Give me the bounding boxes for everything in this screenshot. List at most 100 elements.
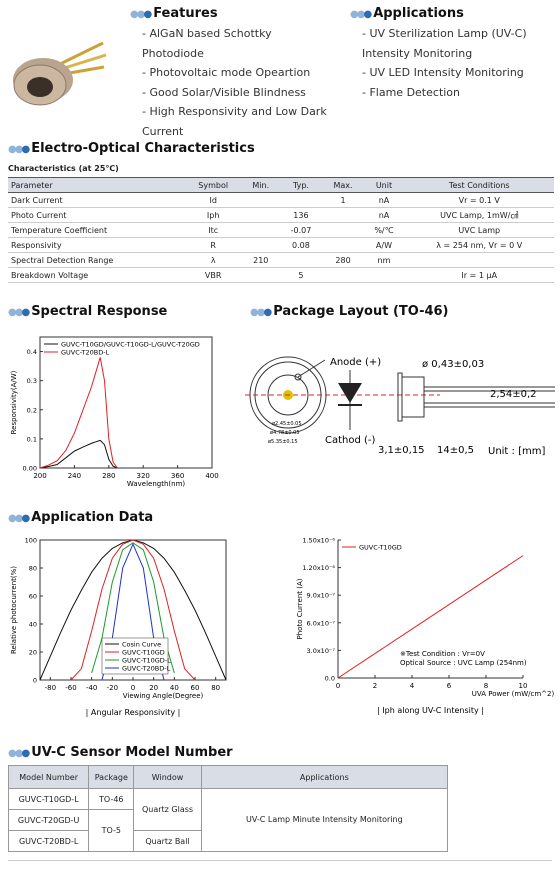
x-tick-label: 240 (68, 472, 81, 480)
dim-label: ø 0,43±0,03 (422, 359, 484, 370)
series-line (337, 555, 524, 679)
cell (404, 252, 554, 268)
y-tick-label: 0.3 (27, 377, 37, 385)
legend-label: GUVC-T10GD-L (122, 657, 171, 665)
cell (279, 192, 323, 208)
list-item: AlGaN based Schottky Photodiode (142, 24, 327, 63)
x-axis-label: Wavelength(nm) (127, 480, 186, 488)
cell (322, 207, 364, 223)
section-title: ●●● UV-C Sensor Model Number (8, 745, 233, 760)
header-cell: Min. (242, 177, 280, 193)
cell: 210 (242, 252, 280, 268)
dim-label: 3,1±0,15 (378, 445, 425, 456)
cell: TO-5 (88, 809, 135, 852)
dim-label: 14±0,5 (437, 445, 474, 456)
y-tick-label: 0 (33, 677, 37, 685)
cell: Temperature Coefficient (8, 222, 185, 238)
list-item: Good Solar/Visible Blindness (142, 83, 327, 103)
cell: R (184, 237, 243, 253)
annotation: ※Test Condition : Vr=0V (400, 650, 485, 658)
angular-chart: -80 -60 -40 -20 0 20 40 60 80 0 20 40 60 80 100 Viewing… (10, 537, 227, 717)
title-text: Application Data (31, 510, 154, 525)
table-row: Spectral Detection Range λ 210 280 nm (8, 252, 554, 268)
features-title: ●●● Features (130, 6, 218, 21)
x-tick-label: 400 (205, 472, 218, 480)
cell: Iph (184, 207, 243, 223)
y-tick-label: 3.0x10⁻⁷ (307, 647, 336, 655)
photocurrent-chart: 0 2 4 6 8 10 0.0 3.0x10⁻⁷ 6.0x10⁻⁷ 9.0x10⁻⁷ 1.20x1… (296, 537, 554, 716)
cell: Quartz Ball (133, 830, 202, 852)
x-tick-label: -20 (107, 684, 118, 692)
dim-label: ø5.35±0.15 (268, 439, 298, 445)
cell: UVC Lamp (404, 222, 554, 238)
cell: 0.08 (279, 237, 323, 253)
section-title: ●●● Spectral Response (8, 304, 168, 319)
product-photo (13, 41, 107, 106)
title-text: Features (153, 6, 218, 21)
y-tick-label: 100 (25, 537, 37, 545)
table-row: Responsivity R 0.08 A/W λ = 254 nm, Vr = 0 V (8, 237, 554, 253)
cell: nA (363, 207, 405, 223)
series-line (39, 357, 118, 469)
y-tick-label: 40 (29, 621, 37, 629)
legend-label: GUVC-T20BD-L (122, 665, 171, 673)
cell: Spectral Detection Range (8, 252, 185, 268)
cell: λ (184, 252, 243, 268)
title-text: Spectral Response (31, 304, 168, 319)
header-cell: Parameter (8, 177, 185, 193)
chart-caption: | Angular Responsivity | (86, 708, 181, 717)
title-text: Applications (373, 6, 464, 21)
cell (322, 237, 364, 253)
x-tick-label: 40 (170, 684, 179, 692)
x-tick-label: -40 (86, 684, 97, 692)
y-tick-label: 6.0x10⁻⁷ (307, 619, 336, 627)
cell (322, 222, 364, 238)
y-tick-label: 0.0 (325, 675, 335, 683)
y-axis-label: Relative photocurrent(%) (10, 566, 18, 654)
y-tick-label: 80 (29, 565, 37, 573)
x-tick-label: -80 (45, 684, 56, 692)
cell: 1 (322, 192, 364, 208)
header-cell: Window (133, 765, 202, 789)
header-cell: Package (88, 765, 135, 789)
cell: GUVC-T20BD-L (7, 830, 90, 852)
series-line (91, 542, 175, 674)
cell (242, 192, 280, 208)
model-table: Model Number Package Window Applications GU… (7, 765, 449, 852)
cell: UV-C Lamp Minute Intensity Monitoring (200, 788, 449, 852)
table-row: Dark Current Id 1 nA Vr = 0.1 V (8, 192, 554, 208)
unit-label: Unit : [mm] (488, 446, 545, 457)
cell (242, 267, 280, 283)
section-title: ●●● Application Data (8, 510, 154, 525)
section-title: ●●● Package Layout (TO-46) (250, 304, 449, 319)
dim-label: ø4.78±0.05 (270, 430, 300, 436)
x-tick-label: 0 (131, 684, 135, 692)
y-tick-label: 1.20x10⁻⁶ (302, 564, 335, 572)
header-row: Parameter Symbol Min. Typ. Max. Unit Test Cond… (8, 177, 554, 193)
y-axis-label: Responsivity(A/W) (10, 370, 18, 434)
cell: λ = 254 nm, Vr = 0 V (404, 237, 554, 253)
x-tick-label: 0 (336, 682, 340, 690)
cell: -0.07 (279, 222, 323, 238)
dim-label: 2,54±0,2 (490, 389, 537, 400)
y-tick-label: 0.2 (27, 406, 37, 414)
applications-list: UV Sterilization Lamp (UV-C) Intensity M… (362, 24, 532, 102)
header-cell: Typ. (279, 177, 323, 193)
y-tick-label: 1.50x10⁻⁶ (302, 537, 335, 545)
chart-caption: | Iph along UV-C Intensity | (377, 706, 484, 715)
x-tick-label: 2 (373, 682, 377, 690)
cell: Ir = 1 μA (404, 267, 554, 283)
x-tick-label: 6 (447, 682, 452, 690)
y-tick-label: 0.1 (27, 435, 37, 443)
x-axis-label: Viewing Angle(Degree) (123, 692, 204, 700)
cell: Photo Current (8, 207, 185, 223)
x-tick-label: 60 (191, 684, 200, 692)
y-tick-label: 0.00 (23, 465, 37, 473)
cell (363, 267, 405, 283)
cell: Itc (184, 222, 243, 238)
characteristics-table: Parameter Symbol Min. Typ. Max. Unit Test Cond… (8, 177, 554, 283)
cell: VBR (184, 267, 243, 283)
y-tick-label: 0.4 (27, 348, 37, 356)
series-line (70, 539, 196, 681)
